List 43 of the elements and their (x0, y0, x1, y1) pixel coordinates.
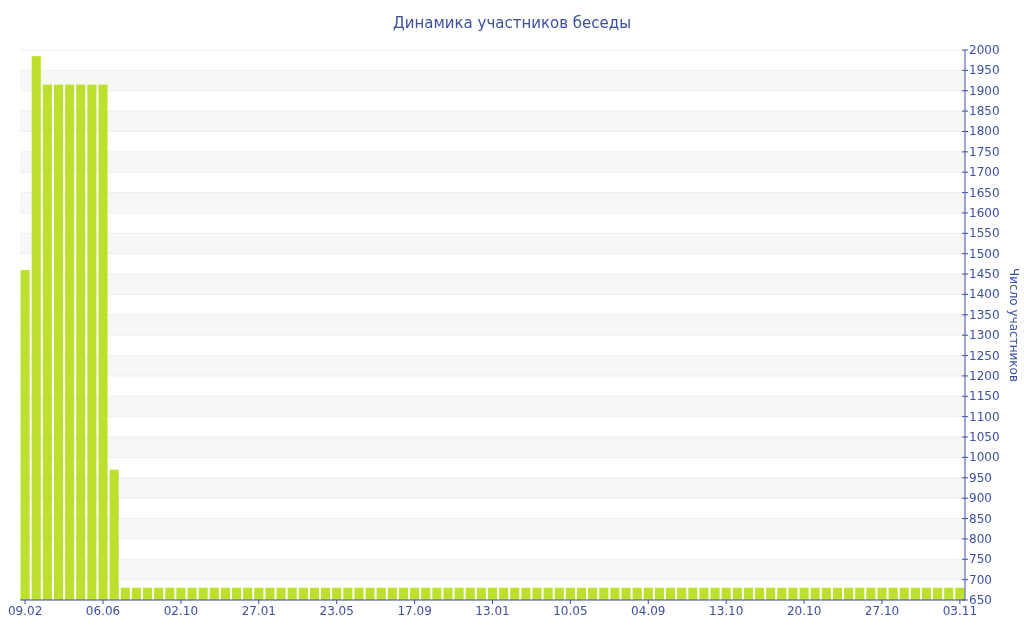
y-tick-label: 1500 (969, 246, 1000, 261)
x-tick-label: 09.02 (7, 604, 43, 618)
y-axis-title: Число участников (1007, 268, 1021, 382)
y-tick-label: 1250 (969, 348, 1000, 363)
x-tick-label: 03.11 (942, 604, 978, 618)
y-tick-label: 1650 (969, 185, 1000, 200)
x-tick-label: 17.09 (397, 604, 432, 618)
y-tick-label: 1950 (969, 63, 1000, 78)
y-tick-label: 1150 (969, 389, 1000, 404)
x-tick-label: 23.05 (319, 604, 354, 618)
y-tick-label: 1200 (969, 368, 1000, 383)
y-tick-label: 1900 (969, 83, 1000, 98)
y-tick-label: 1350 (969, 307, 1000, 322)
y-tick-label: 950 (969, 470, 992, 485)
y-tick-label: 1600 (969, 205, 1000, 220)
x-tick-label: 27.01 (241, 604, 276, 618)
y-tick-label: 1300 (969, 328, 1000, 343)
chart-title: Динамика участников беседы (392, 14, 632, 32)
x-tick-label: 02.10 (163, 604, 199, 618)
y-tick-label: 1850 (969, 104, 1000, 119)
y-tick-label: 1000 (969, 450, 1000, 465)
x-tick-label: 10.05 (553, 604, 588, 618)
y-tick-label: 1800 (969, 124, 1000, 139)
y-tick-label: 2000 (969, 43, 1000, 57)
x-tick-label: 13.10 (709, 604, 744, 618)
x-tick-label: 04.09 (631, 604, 666, 618)
y-tick-label: 900 (969, 491, 992, 506)
y-tick-label: 1550 (969, 226, 1000, 241)
y-tick-label: 650 (969, 593, 992, 607)
y-tick-label: 1400 (969, 287, 1000, 302)
x-tick-label: 06.06 (85, 604, 121, 618)
y-tick-label: 850 (969, 511, 992, 526)
y-tick-label: 1050 (969, 430, 1000, 445)
x-tick-label: 13.01 (475, 604, 510, 618)
y-tick-label: 1750 (969, 144, 1000, 159)
y-tick-label: 1100 (969, 409, 1000, 424)
y-tick-label: 700 (969, 572, 992, 587)
x-tick-label: 27.10 (864, 604, 900, 618)
x-tick-label: 20.10 (786, 604, 822, 618)
y-tick-label: 1700 (969, 165, 1000, 180)
y-tick-label: 1450 (969, 267, 1000, 282)
y-tick-label: 800 (969, 531, 992, 546)
y-tick-label: 750 (969, 552, 992, 567)
